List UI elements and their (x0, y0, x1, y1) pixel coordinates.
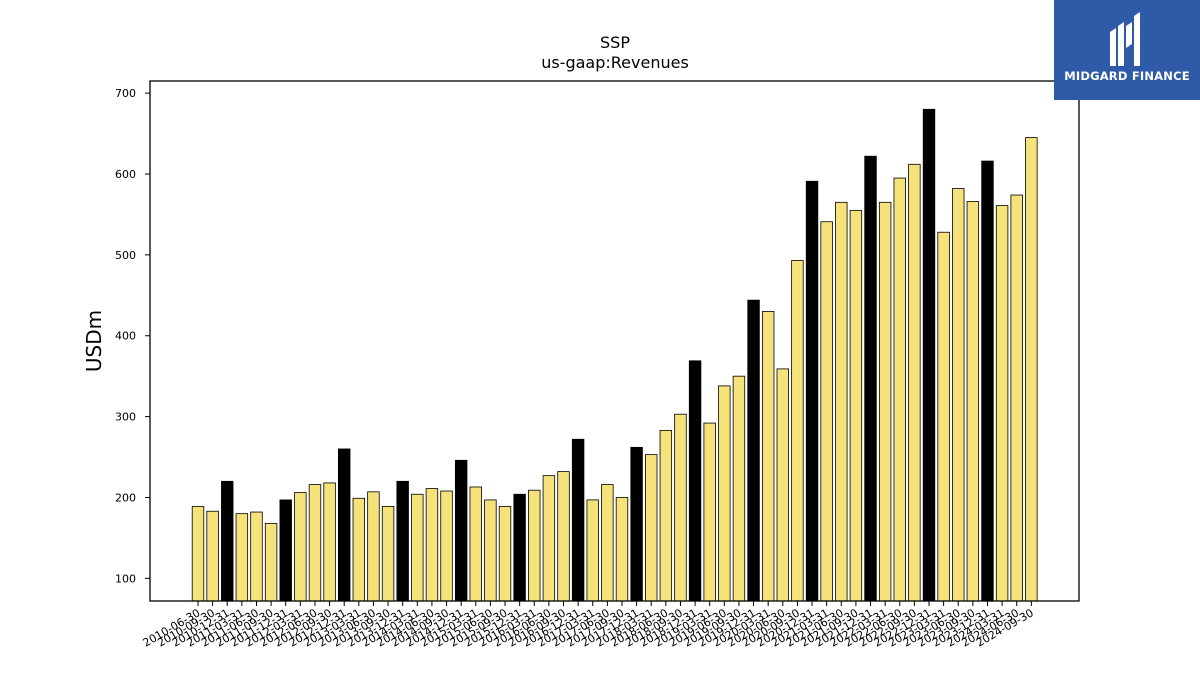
bar-2011-12-31 (279, 499, 292, 602)
bar-2022-12-31 (922, 108, 936, 602)
bar-2012-06-30 (308, 484, 322, 602)
bar-2013-03-31 (352, 497, 366, 602)
bar-2012-09-30 (323, 482, 336, 602)
bar-2015-06-30 (484, 499, 497, 602)
y-tick-label-500: 500 (115, 249, 136, 262)
y-tick-label-100: 100 (115, 572, 136, 585)
bar-2018-03-31 (645, 454, 658, 602)
bar-2015-09-30 (498, 505, 512, 602)
y-axis-label: USDm (82, 310, 106, 372)
bar-2010-06-30 (191, 505, 205, 602)
bar-2011-09-30 (264, 522, 278, 602)
bar-2019-03-31 (703, 422, 716, 602)
bar-2015-12-31 (513, 493, 526, 602)
bar-2019-06-30 (718, 385, 731, 602)
plot-frame (149, 80, 1080, 602)
chart-subtitle: us-gaap:Revenues (541, 53, 689, 72)
bar-2011-06-30 (250, 511, 263, 602)
bar-2024-09-30 (1025, 137, 1038, 602)
bar-2013-06-30 (367, 491, 380, 602)
bar-2021-03-31 (820, 221, 833, 602)
bar-2021-06-30 (835, 201, 848, 602)
bar-2017-03-31 (586, 499, 599, 602)
bar-2019-12-31 (747, 299, 760, 602)
bar-2019-09-30 (732, 375, 746, 602)
bar-2024-03-31 (995, 205, 1009, 602)
bar-2017-06-30 (601, 484, 614, 602)
bar-2020-06-30 (776, 368, 790, 602)
bar-2012-12-31 (337, 448, 351, 602)
bar-2014-06-30 (425, 488, 439, 602)
y-tick-label-600: 600 (115, 168, 136, 181)
bars-group (191, 108, 1038, 602)
brand-name: MIDGARD FINANCE (1064, 69, 1190, 83)
bar-2014-09-30 (440, 490, 453, 602)
bar-2021-12-31 (864, 155, 877, 602)
bar-2023-03-31 (937, 231, 950, 602)
bar-2023-12-31 (981, 160, 994, 602)
bar-2013-09-30 (381, 505, 395, 602)
bar-2023-06-30 (952, 188, 965, 602)
bar-2010-09-30 (206, 510, 219, 602)
bar-2016-09-30 (557, 471, 570, 602)
chart-title: SSP (600, 33, 630, 52)
bar-2018-06-30 (659, 429, 673, 602)
bar-2014-03-31 (411, 493, 424, 602)
bar-2020-12-31 (805, 180, 819, 602)
bar-2016-03-31 (528, 489, 541, 602)
bar-2018-09-30 (674, 413, 687, 602)
bar-2020-09-30 (791, 260, 804, 602)
bar-2022-09-30 (908, 163, 921, 602)
bar-2016-12-31 (571, 438, 585, 602)
y-tick-label-200: 200 (115, 491, 136, 504)
bar-2021-09-30 (849, 209, 863, 602)
bar-2020-03-31 (761, 311, 775, 602)
bar-2015-03-31 (469, 486, 482, 602)
midgard-logo-icon (1110, 12, 1140, 66)
bar-2017-09-30 (615, 497, 629, 602)
y-tick-label-700: 700 (115, 87, 136, 100)
bar-2014-12-31 (454, 459, 468, 602)
y-axis: 100 200 300 400 500 600 700 (115, 87, 150, 585)
bar-2024-06-30 (1010, 194, 1023, 602)
y-tick-label-400: 400 (115, 330, 136, 343)
y-tick-label-300: 300 (115, 411, 136, 424)
bar-2018-12-31 (688, 360, 702, 602)
bar-2022-06-30 (893, 177, 906, 602)
bar-2023-09-30 (966, 201, 980, 602)
bar-2022-03-31 (878, 201, 892, 602)
bar-2011-03-31 (235, 513, 249, 602)
bar-2017-12-31 (630, 446, 643, 602)
bar-2010-12-31 (221, 480, 234, 602)
bar-2016-06-30 (542, 475, 556, 602)
x-axis: 2010-06-302010-09-302010-12-312011-03-31… (141, 601, 1036, 650)
bar-2013-12-31 (396, 480, 409, 602)
brand-logo: MIDGARD FINANCE (1054, 0, 1200, 100)
bar-2012-03-31 (294, 492, 307, 602)
